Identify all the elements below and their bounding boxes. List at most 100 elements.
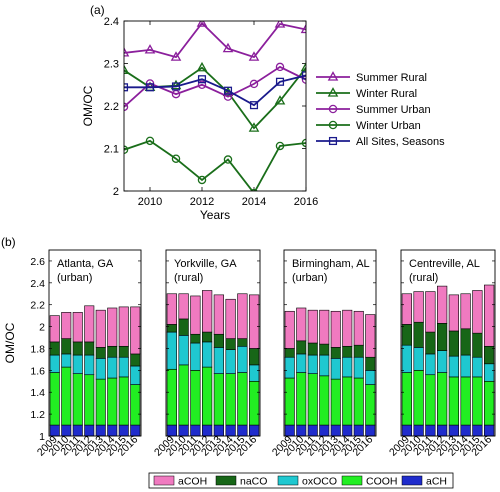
bar-segment — [72, 373, 83, 426]
data-point — [124, 83, 129, 92]
bar-segment — [484, 345, 495, 365]
data-point — [300, 23, 306, 34]
bar-segment — [307, 354, 318, 374]
legend-swatch — [401, 475, 423, 486]
bar-segment — [472, 290, 483, 334]
bar-segment — [249, 364, 260, 382]
series-line — [124, 65, 306, 108]
bar-segment — [107, 356, 118, 379]
data-point — [328, 120, 338, 130]
bar-segment — [95, 309, 106, 348]
bar-segment — [413, 347, 424, 371]
bar-segment — [484, 363, 495, 382]
data-point — [328, 104, 338, 114]
bar-segment — [365, 370, 376, 385]
bar-segment — [437, 285, 448, 324]
bar-segment — [472, 332, 483, 358]
bar-segment — [484, 284, 495, 347]
legend-swatch — [277, 475, 299, 486]
bar-segment — [118, 345, 129, 358]
data-point — [248, 122, 260, 132]
data-point — [249, 101, 259, 110]
bar-segment — [342, 376, 353, 426]
bar-segment — [84, 305, 95, 343]
bar-segment — [95, 378, 106, 426]
bar-segment — [118, 306, 129, 347]
legend-swatch — [215, 475, 237, 486]
bar-segment — [401, 372, 412, 426]
bar-segment — [460, 354, 471, 378]
data-point — [327, 87, 339, 97]
bar-segment — [319, 354, 330, 377]
bar-segment — [284, 356, 295, 379]
panel-a-line-chart: (a) 2 2.1 2.2 2.3 2.4 2010 2012 2014 2016 Years OM/… — [81, 3, 445, 222]
data-point — [171, 82, 181, 91]
x-tick-label: 2016 — [294, 196, 318, 208]
site-title: Birmingham, AL — [292, 258, 370, 270]
bar-segment — [330, 358, 341, 380]
bar-segment — [484, 380, 495, 426]
data-point — [196, 21, 208, 27]
bar-segment — [342, 345, 353, 358]
bar-segment — [437, 323, 448, 351]
x-tick-label: 2010 — [138, 196, 162, 208]
y-tick-label: 1 — [39, 431, 45, 443]
bar-segment — [237, 372, 248, 426]
bar-segment — [202, 366, 213, 426]
data-point — [327, 71, 339, 81]
bar-segment — [448, 294, 459, 332]
bar-segment — [437, 372, 448, 426]
y-axis-label: OM/OC — [81, 85, 95, 126]
bar-segment — [61, 312, 72, 339]
data-point — [223, 155, 233, 164]
bar-segment — [460, 376, 471, 426]
legend-label: Summer Rural — [356, 72, 427, 84]
data-point — [300, 61, 306, 72]
data-point — [222, 42, 234, 53]
bar-segment — [330, 347, 341, 359]
site-panel: 20092010201120122013201420152016Birmingh… — [270, 249, 377, 459]
data-point — [301, 71, 306, 80]
site-title: Centreville, AL — [409, 258, 480, 270]
site-subtitle: (urban) — [292, 272, 327, 284]
bar-segment — [130, 384, 141, 426]
data-point — [275, 141, 285, 151]
bar-segment — [72, 354, 83, 374]
data-point — [197, 75, 207, 84]
bar-segment — [237, 345, 248, 373]
data-point — [223, 86, 233, 95]
bar-segment — [202, 290, 213, 333]
plot-frame — [400, 249, 496, 437]
data-point — [144, 44, 156, 54]
bar-segment — [319, 375, 330, 426]
site-title: Atlanta, GA — [57, 258, 114, 270]
bar-segment — [249, 294, 260, 349]
panel-label: (a) — [90, 3, 105, 17]
bar-segment — [472, 356, 483, 378]
bar-segment — [342, 356, 353, 378]
bar-segment — [95, 347, 106, 359]
y-tick-label: 1.4 — [30, 387, 45, 399]
bar-segment — [118, 376, 129, 426]
y-tick-label: 2.3 — [104, 59, 119, 71]
bar-segment — [213, 373, 224, 426]
bar-segment — [342, 309, 353, 347]
site-panel: 20092010201120122013201420152016Centrevi… — [387, 249, 496, 459]
bar-segment — [319, 343, 330, 356]
y-tick-label: 2 — [113, 186, 119, 198]
data-point — [328, 136, 338, 146]
bar-segment — [61, 353, 72, 368]
x-axis-label: Years — [200, 208, 230, 222]
plot-frame — [283, 249, 377, 437]
legend-label: Winter Rural — [356, 88, 417, 100]
data-point — [274, 95, 286, 105]
bar-segment — [61, 366, 72, 426]
site-title: Yorkville, GA — [174, 258, 237, 270]
data-point — [170, 51, 182, 61]
bar-segment — [49, 372, 60, 426]
y-tick-label: 2 — [39, 322, 45, 334]
bar-segment — [49, 354, 60, 373]
bar-segment — [130, 306, 141, 355]
data-point — [171, 154, 181, 163]
